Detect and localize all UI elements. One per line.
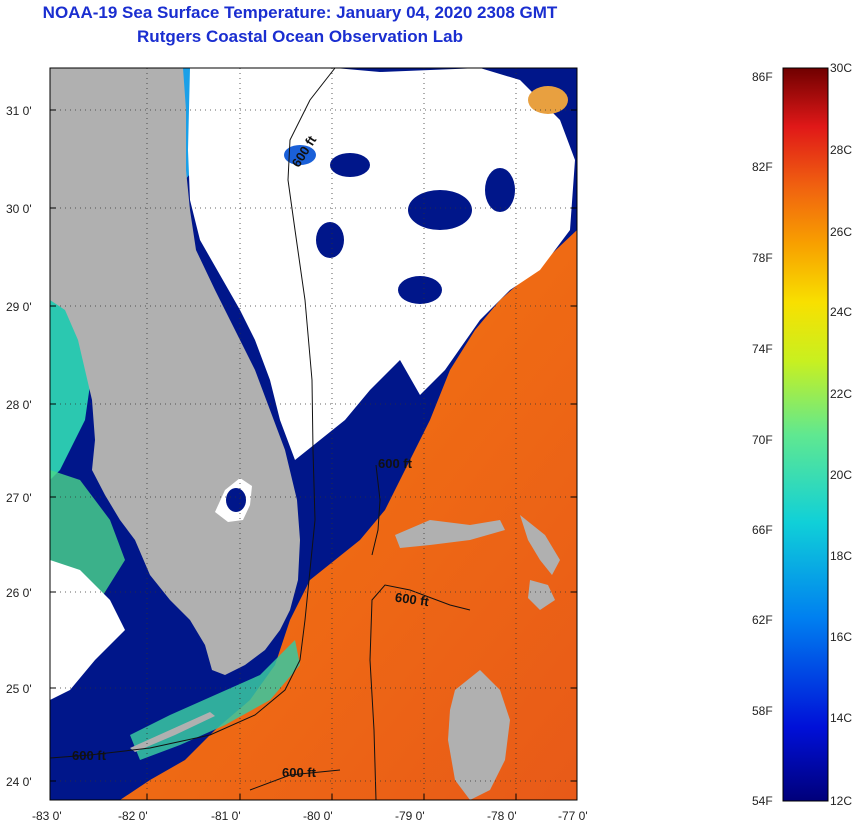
grand-bahama-island [395, 520, 505, 548]
warm-water-area [120, 230, 577, 800]
fahrenheit-label: 86F [752, 70, 773, 84]
contour-label: 600 ft [282, 765, 317, 780]
contour-label: 600 ft [72, 748, 107, 763]
fahrenheit-label: 78F [752, 251, 773, 265]
andros-island [448, 670, 510, 800]
lon-label: -78 0' [487, 809, 517, 823]
lat-label: 30 0' [6, 202, 32, 216]
latitude-labels: 31 0' 30 0' 29 0' 28 0' 27 0' 26 0' 25 0… [6, 104, 32, 789]
graticule [50, 68, 577, 800]
lon-label: -83 0' [32, 809, 62, 823]
colorbar-fahrenheit-labels: 86F 82F 78F 74F 70F 66F 62F 58F 54F [752, 70, 773, 808]
longitude-labels: -83 0' -82 0' -81 0' -80 0' -79 0' -78 0… [32, 809, 588, 823]
fahrenheit-label: 54F [752, 794, 773, 808]
lon-label: -77 0' [558, 809, 588, 823]
fahrenheit-label: 74F [752, 342, 773, 356]
lat-label: 28 0' [6, 398, 32, 412]
contour-600ft-bahamas [371, 464, 381, 556]
celsius-label: 16C [830, 630, 852, 644]
fahrenheit-label: 82F [752, 160, 773, 174]
celsius-label: 18C [830, 549, 852, 563]
eleuthera-island [528, 580, 555, 610]
abaco-island [520, 515, 560, 575]
contour-label: 600 ft [378, 456, 413, 471]
contour-600ft-tongue [369, 584, 471, 800]
map-imagery: 600 ft 600 ft 600 ft 600 ft 600 ft [50, 68, 577, 800]
fahrenheit-label: 58F [752, 704, 773, 718]
celsius-label: 26C [830, 225, 852, 239]
celsius-label: 30C [830, 61, 852, 75]
contour-label: 600 ft [394, 590, 430, 610]
warm-patch [528, 86, 568, 114]
lon-label: -81 0' [211, 809, 241, 823]
lat-label: 27 0' [6, 491, 32, 505]
fahrenheit-label: 62F [752, 613, 773, 627]
colorbar [782, 67, 829, 802]
cloud-cover-north [188, 68, 575, 460]
lat-label: 31 0' [6, 104, 32, 118]
cloud-gap [284, 145, 316, 165]
cloud-gap [485, 168, 515, 212]
fahrenheit-label: 66F [752, 523, 773, 537]
lat-label: 29 0' [6, 300, 32, 314]
map-frame [49, 67, 578, 801]
celsius-label: 24C [830, 305, 852, 319]
fahrenheit-label: 70F [752, 433, 773, 447]
chart-title: NOAA-19 Sea Surface Temperature: January… [42, 3, 558, 22]
lat-label: 24 0' [6, 775, 32, 789]
cloud-gap [316, 222, 344, 258]
lon-label: -80 0' [303, 809, 333, 823]
chart-subtitle: Rutgers Coastal Ocean Observation Lab [137, 27, 463, 46]
cloud-cover-southwest [50, 560, 125, 700]
lake-okeechobee-water [226, 488, 246, 512]
lat-label: 26 0' [6, 586, 32, 600]
cloud-gap [330, 153, 370, 177]
lon-label: -82 0' [118, 809, 148, 823]
contour-600ft-south [249, 769, 341, 791]
celsius-label: 20C [830, 468, 852, 482]
celsius-label: 12C [830, 794, 852, 808]
celsius-label: 28C [830, 143, 852, 157]
celsius-label: 22C [830, 387, 852, 401]
florida-landmass [50, 68, 300, 675]
tick-marks [50, 109, 577, 800]
contour-600ft-atlantic [50, 68, 336, 759]
lon-label: -79 0' [395, 809, 425, 823]
celsius-label: 14C [830, 711, 852, 725]
lat-label: 25 0' [6, 682, 32, 696]
cloud-gap [408, 190, 472, 230]
cloud-gap [398, 276, 442, 304]
colorbar-celsius-labels: 30C 28C 26C 24C 22C 20C 18C 16C 14C 12C [830, 61, 852, 808]
keys-island [130, 712, 215, 752]
